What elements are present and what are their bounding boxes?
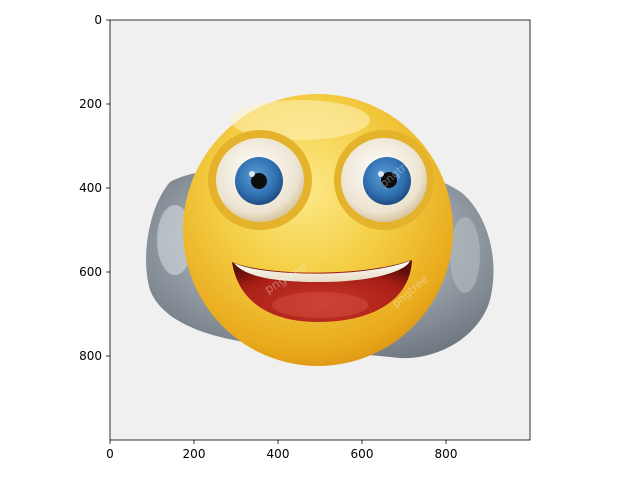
- face-shine: [230, 100, 370, 140]
- x-tick-label: 200: [183, 447, 206, 461]
- axes-frame: [109, 19, 531, 441]
- y-tick-label: 800: [79, 349, 102, 363]
- y-tick-label: 0: [94, 13, 102, 27]
- right-pupil: [381, 172, 397, 188]
- y-tick-label: 200: [79, 97, 102, 111]
- x-tick-label: 0: [106, 447, 114, 461]
- tongue: [272, 292, 368, 318]
- x-tick-label: 800: [435, 447, 458, 461]
- x-tick-label: 400: [267, 447, 290, 461]
- teeth: [234, 261, 410, 282]
- mouth: [232, 260, 412, 322]
- left-pupil: [251, 173, 267, 189]
- x-axis: 0 200 400 600 800: [106, 440, 457, 461]
- image-area: pngtree pngtree pngtree: [110, 20, 530, 440]
- left-eye: [208, 130, 312, 230]
- x-tick-label: 600: [351, 447, 374, 461]
- stone-highlight-right: [450, 217, 480, 293]
- y-tick-label: 400: [79, 181, 102, 195]
- right-eye: [334, 130, 434, 230]
- y-axis: 0 200 400 600 800: [79, 13, 110, 363]
- y-tick-label: 600: [79, 265, 102, 279]
